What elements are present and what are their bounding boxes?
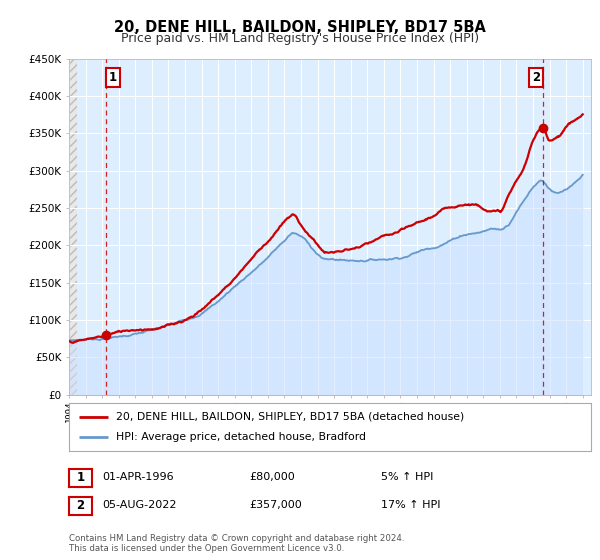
Text: 5% ↑ HPI: 5% ↑ HPI [381, 472, 433, 482]
Text: 20, DENE HILL, BAILDON, SHIPLEY, BD17 5BA: 20, DENE HILL, BAILDON, SHIPLEY, BD17 5B… [114, 20, 486, 35]
Text: 1: 1 [109, 71, 117, 84]
Text: Contains HM Land Registry data © Crown copyright and database right 2024.
This d: Contains HM Land Registry data © Crown c… [69, 534, 404, 553]
Text: 1: 1 [76, 471, 85, 484]
Text: Price paid vs. HM Land Registry's House Price Index (HPI): Price paid vs. HM Land Registry's House … [121, 32, 479, 45]
Text: 01-APR-1996: 01-APR-1996 [102, 472, 173, 482]
Text: 05-AUG-2022: 05-AUG-2022 [102, 500, 176, 510]
Bar [69, 59, 77, 395]
Text: HPI: Average price, detached house, Bradford: HPI: Average price, detached house, Brad… [116, 432, 366, 442]
Text: 17% ↑ HPI: 17% ↑ HPI [381, 500, 440, 510]
Text: 20, DENE HILL, BAILDON, SHIPLEY, BD17 5BA (detached house): 20, DENE HILL, BAILDON, SHIPLEY, BD17 5B… [116, 412, 464, 422]
Text: £357,000: £357,000 [249, 500, 302, 510]
Text: 2: 2 [532, 71, 540, 84]
Text: 2: 2 [76, 499, 85, 512]
Text: £80,000: £80,000 [249, 472, 295, 482]
